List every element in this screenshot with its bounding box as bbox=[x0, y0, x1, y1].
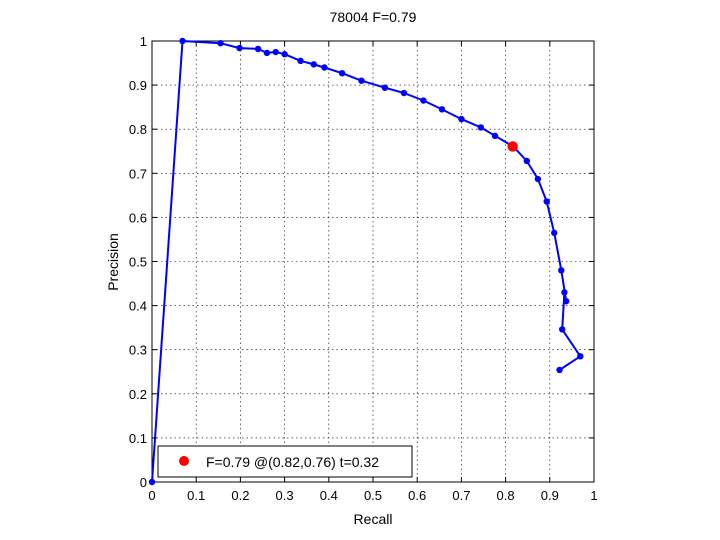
data-point bbox=[272, 48, 279, 56]
x-tick-label: 0.7 bbox=[452, 488, 470, 503]
best-point-layer bbox=[507, 141, 518, 152]
y-tick-label: 1 bbox=[140, 34, 147, 49]
x-tick-label: 0.9 bbox=[541, 488, 559, 503]
data-point bbox=[562, 297, 570, 305]
data-point bbox=[420, 97, 427, 104]
data-point bbox=[297, 57, 304, 65]
data-point bbox=[556, 366, 563, 374]
x-tick-label: 0.2 bbox=[231, 488, 249, 503]
x-axis-label: Recall bbox=[354, 511, 393, 527]
best-point bbox=[507, 141, 518, 152]
x-tick-label: 0.4 bbox=[320, 488, 338, 503]
y-tick-label: 0.4 bbox=[129, 299, 147, 314]
data-point bbox=[254, 45, 262, 53]
data-point bbox=[577, 353, 584, 360]
data-point bbox=[558, 326, 566, 333]
x-tick-label: 0.6 bbox=[408, 488, 426, 503]
x-tick-label: 0.8 bbox=[497, 488, 515, 503]
y-tick-label: 0 bbox=[140, 475, 147, 490]
ticks: 0 0.1 0.2 0.3 0.4 0.5 0.6 0.7 0.8 0.9 1 0 0.1 0.2 0.3 0… bbox=[129, 34, 598, 503]
y-tick-label: 0.5 bbox=[129, 255, 147, 270]
data-point bbox=[236, 44, 243, 52]
data-point bbox=[179, 37, 186, 45]
data-point bbox=[310, 61, 317, 68]
data-point bbox=[458, 115, 465, 123]
data-point bbox=[523, 157, 531, 165]
data-point bbox=[543, 198, 550, 205]
legend-box bbox=[157, 445, 413, 478]
data-point bbox=[217, 40, 224, 47]
data-point bbox=[438, 106, 446, 113]
data-point bbox=[491, 132, 499, 140]
data-point bbox=[534, 175, 542, 183]
data-point bbox=[263, 49, 271, 57]
x-tick-label: 0 bbox=[148, 488, 155, 503]
legend-marker bbox=[179, 456, 189, 466]
y-tick-label: 0.1 bbox=[129, 431, 147, 446]
data-point bbox=[477, 124, 485, 131]
data-point bbox=[338, 69, 346, 77]
chart-title: 78004 F=0.79 bbox=[330, 9, 417, 25]
data-point bbox=[358, 77, 365, 84]
data-point bbox=[381, 84, 389, 91]
legend-text: F=0.79 @(0.82,0.76) t=0.32 bbox=[206, 454, 379, 470]
y-tick-label: 0.7 bbox=[129, 166, 147, 181]
y-tick-label: 0.3 bbox=[129, 343, 147, 358]
y-tick-label: 0.8 bbox=[129, 122, 147, 137]
data-point bbox=[561, 289, 568, 296]
x-tick-label: 0.3 bbox=[276, 488, 294, 503]
pr-curve bbox=[148, 37, 584, 486]
data-point bbox=[281, 51, 288, 58]
data-point bbox=[551, 229, 558, 237]
y-axis-label: Precision bbox=[105, 233, 121, 291]
y-tick-label: 0.9 bbox=[129, 78, 147, 93]
grid bbox=[152, 41, 594, 482]
x-tick-label: 0.1 bbox=[187, 488, 205, 503]
legend: F=0.79 @(0.82,0.76) t=0.32 bbox=[157, 445, 413, 478]
x-tick-label: 0.5 bbox=[364, 488, 382, 503]
y-tick-label: 0.6 bbox=[129, 210, 147, 225]
data-point bbox=[321, 64, 328, 71]
data-point bbox=[558, 267, 565, 274]
data-point bbox=[148, 478, 156, 486]
data-point bbox=[400, 89, 408, 97]
x-tick-label: 1 bbox=[590, 488, 597, 503]
y-tick-label: 0.2 bbox=[129, 387, 147, 402]
